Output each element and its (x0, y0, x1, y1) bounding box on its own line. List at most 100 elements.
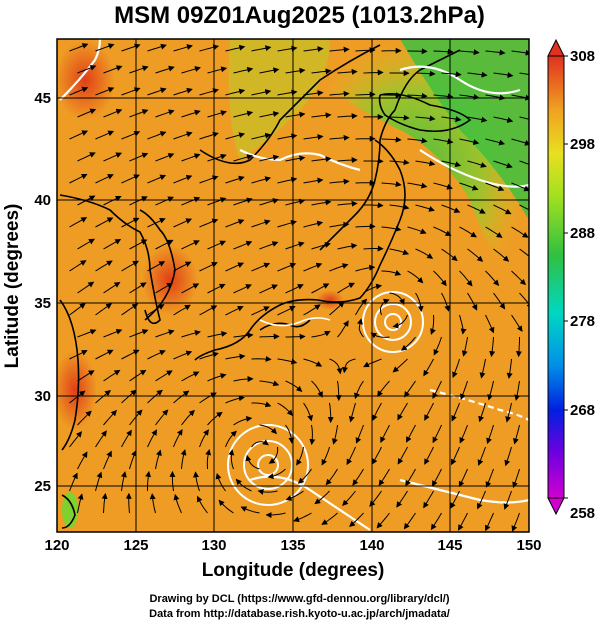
streamline (303, 177, 324, 184)
colorbar-tick-label: 308 (570, 48, 595, 65)
streamline (173, 174, 193, 184)
streamline (329, 178, 350, 185)
streamline (199, 175, 219, 184)
streamline (433, 226, 452, 236)
streamline (225, 305, 244, 316)
streamline (415, 204, 435, 212)
streamline (77, 238, 95, 250)
streamline (467, 292, 478, 311)
streamline (433, 182, 453, 190)
streamline (335, 380, 342, 402)
streamline (485, 468, 494, 488)
streamline (370, 332, 390, 339)
streamline (400, 336, 416, 351)
streamline (296, 446, 304, 466)
streamline (285, 241, 305, 250)
streamline (277, 306, 296, 316)
streamline (103, 450, 112, 470)
streamline (519, 72, 529, 76)
streamline (129, 196, 148, 206)
streamline (485, 226, 503, 238)
streamline (155, 65, 175, 74)
hot-spot (316, 290, 344, 310)
streamline (277, 262, 297, 272)
streamline (207, 283, 226, 294)
streamline (173, 44, 193, 52)
streamline (103, 409, 117, 426)
streamline (459, 314, 467, 335)
streamline (121, 43, 141, 52)
streamline (192, 471, 200, 492)
streamline (196, 495, 208, 514)
streamline (303, 134, 324, 140)
streamline (459, 138, 480, 146)
streamline (129, 65, 149, 74)
streamline (233, 110, 254, 118)
hot-spot (142, 245, 198, 315)
streamline (512, 468, 520, 489)
streamline (285, 284, 304, 294)
streamline (467, 204, 486, 214)
streamline (392, 358, 408, 373)
streamline (504, 446, 512, 467)
credit-drawing: Drawing by DCL (https://www.gfd-dennou.o… (149, 593, 450, 605)
streamline (511, 49, 529, 56)
streamline (506, 358, 513, 379)
streamline (207, 197, 227, 206)
streamline (493, 292, 506, 310)
y-tick-label: 25 (34, 478, 51, 495)
streamline (259, 380, 280, 387)
streamline (311, 283, 330, 294)
streamline (225, 44, 246, 52)
streamline (505, 402, 512, 423)
streamline (259, 333, 280, 340)
x-axis: 120 125 130 135 140 145 150 Longitude (d… (44, 537, 541, 581)
streamline (155, 329, 175, 338)
streamline (259, 241, 279, 250)
streamline (233, 375, 254, 382)
streamline (459, 270, 473, 287)
hot-spot (57, 350, 97, 430)
plot-frame (56, 38, 530, 533)
streamline (354, 380, 364, 400)
streamline (225, 132, 246, 140)
x-tick-label: 140 (359, 537, 384, 554)
streamline (459, 49, 480, 56)
streamline (493, 116, 514, 123)
streamline (285, 490, 304, 501)
streamline (245, 454, 260, 470)
plot-area (57, 39, 529, 532)
streamline (69, 350, 88, 360)
cool-spot (62, 492, 78, 528)
streamline (303, 46, 324, 53)
streamline (145, 470, 152, 491)
streamline (259, 67, 280, 74)
streamline (77, 152, 96, 162)
streamline (285, 333, 306, 340)
streamline (121, 260, 139, 272)
streamline (199, 351, 219, 360)
streamline (207, 331, 228, 338)
streamline (199, 131, 219, 140)
streamline (376, 512, 390, 529)
streamline (69, 472, 78, 492)
streamline (69, 260, 87, 272)
streamline (432, 424, 442, 444)
streamline (303, 304, 321, 316)
streamline (337, 200, 358, 207)
streamline (129, 282, 147, 294)
streamline (259, 111, 280, 118)
cold-region (400, 39, 529, 220)
streamline (251, 262, 271, 272)
streamline (329, 301, 345, 316)
streamline (430, 512, 442, 531)
streamline (432, 468, 442, 487)
streamline (285, 67, 306, 74)
streamline (233, 66, 254, 74)
streamline (485, 49, 506, 56)
streamline (95, 130, 115, 140)
streamline (69, 130, 89, 140)
streamline (377, 380, 390, 397)
streamline (327, 402, 334, 424)
streamline (311, 156, 332, 163)
